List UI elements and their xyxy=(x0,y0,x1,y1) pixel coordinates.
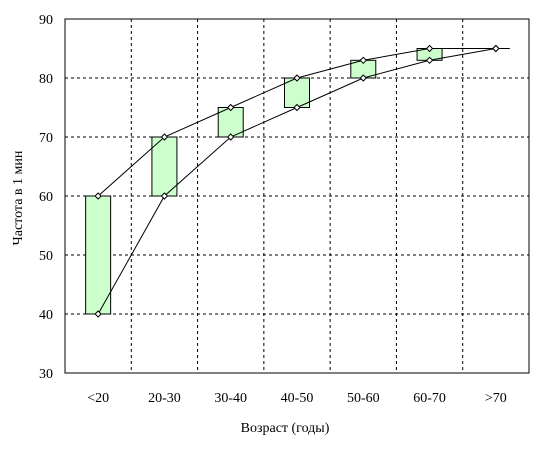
y-tick-label: 50 xyxy=(39,249,53,264)
y-tick-labels: 30 40 50 60 70 80 90 xyxy=(39,13,53,382)
series-marker xyxy=(293,74,301,82)
series-marker xyxy=(359,74,367,82)
series-marker xyxy=(94,310,102,318)
x-axis-title: Возраст (годы) xyxy=(241,421,330,436)
x-tick-labels: <20 20-30 30-40 40-50 50-60 60-70 >70 xyxy=(87,391,507,406)
series-marker xyxy=(227,133,235,141)
y-tick-label: 60 xyxy=(39,190,53,205)
series-marker xyxy=(359,56,367,65)
x-tick-label: 20-30 xyxy=(148,391,181,406)
series-markers xyxy=(94,44,500,318)
series-marker xyxy=(160,133,169,141)
y-tick-label: 30 xyxy=(39,367,53,382)
y-tick-label: 80 xyxy=(39,72,53,87)
series-marker xyxy=(160,192,169,200)
y-tick-label: 70 xyxy=(39,131,53,146)
floating-bar xyxy=(151,136,178,197)
y-tick-label: 40 xyxy=(39,308,53,323)
y-axis-title: Частота в 1 мин xyxy=(11,150,26,245)
series-marker xyxy=(492,44,500,53)
y-tick-label: 90 xyxy=(39,13,53,28)
series-marker xyxy=(425,44,434,53)
series-marker xyxy=(227,103,235,112)
x-tick-label: >70 xyxy=(485,391,507,406)
x-tick-label: 40-50 xyxy=(281,391,314,406)
series-marker xyxy=(94,192,102,200)
plot-area-frame xyxy=(64,18,530,374)
series-marker xyxy=(293,103,301,112)
x-tick-label: 50-60 xyxy=(347,391,380,406)
series-marker xyxy=(425,56,434,65)
gridlines xyxy=(65,19,529,373)
floating-bar xyxy=(85,195,112,315)
x-tick-label: <20 xyxy=(87,391,109,406)
x-tick-label: 60-70 xyxy=(413,391,446,406)
x-tick-label: 30-40 xyxy=(214,391,247,406)
